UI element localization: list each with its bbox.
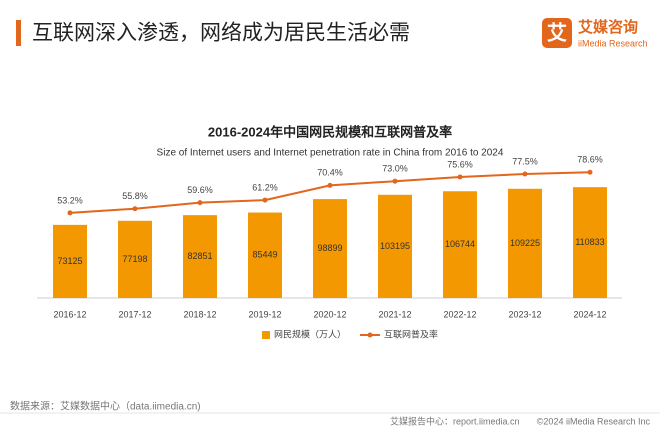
bar bbox=[508, 188, 542, 298]
line-value-label: 55.8% bbox=[122, 191, 148, 201]
logo-icon-bg bbox=[542, 18, 572, 48]
legend-swatch bbox=[262, 331, 270, 339]
line-point bbox=[392, 178, 398, 184]
line-point bbox=[327, 182, 333, 188]
x-tick-label: 2023-12 bbox=[508, 309, 541, 319]
x-tick-label: 2016-12 bbox=[53, 309, 86, 319]
source: 数据来源：艾媒数据中心（data.iimedia.cn) bbox=[10, 400, 201, 413]
line-value-label: 77.5% bbox=[512, 156, 538, 166]
logo-icon: 艾 bbox=[547, 21, 567, 44]
line-value-label: 53.2% bbox=[57, 195, 83, 205]
bar-value-label: 103195 bbox=[380, 241, 410, 251]
line-point bbox=[262, 197, 268, 203]
legend-label: 网民规模（万人） bbox=[274, 329, 346, 339]
legend-swatch-point bbox=[367, 332, 373, 338]
title-accent bbox=[16, 20, 21, 46]
bar bbox=[118, 220, 152, 298]
line-point bbox=[457, 174, 463, 180]
plot: 2016-12 2017-12 2018-12 2019-12 2020-12 2021-… bbox=[53, 155, 607, 339]
bar-value-label: 98899 bbox=[317, 243, 342, 253]
line-value-label: 61.2% bbox=[252, 182, 278, 192]
bar-value-label: 77198 bbox=[122, 254, 147, 264]
footer-report: 艾媒报告中心：report.iimedia.cn bbox=[390, 415, 520, 426]
line-value-label: 75.6% bbox=[447, 159, 473, 169]
line-value-label: 73.0% bbox=[382, 164, 408, 174]
line-value-label: 59.6% bbox=[187, 185, 213, 195]
x-tick-label: 2024-12 bbox=[573, 309, 606, 319]
bar-value-label: 110833 bbox=[575, 237, 604, 247]
bar bbox=[313, 199, 347, 298]
page-title: 互联网深入渗透，网络成为居民生活必需 bbox=[32, 22, 410, 45]
line-point bbox=[67, 210, 73, 216]
bar-value-label: 106744 bbox=[445, 239, 475, 249]
x-tick-label: 2019-12 bbox=[248, 309, 281, 319]
bar bbox=[183, 215, 217, 298]
bar bbox=[378, 194, 412, 298]
x-tick-label: 2021-12 bbox=[378, 309, 411, 319]
logo-sub: iiMedia Research bbox=[578, 38, 648, 48]
x-tick-label: 2020-12 bbox=[313, 309, 346, 319]
bar-value-label: 82851 bbox=[187, 251, 212, 261]
bar-value-label: 73125 bbox=[57, 256, 82, 266]
bar bbox=[573, 187, 607, 298]
line-point bbox=[522, 171, 528, 177]
bar bbox=[443, 191, 477, 298]
line-point bbox=[132, 206, 138, 212]
logo-name: 艾媒咨询 bbox=[578, 18, 638, 36]
chart-title: 2016-2024年中国网民规模和互联网普及率 bbox=[208, 124, 452, 139]
line-value-label: 70.4% bbox=[317, 168, 343, 178]
x-tick-label: 2018-12 bbox=[183, 309, 216, 319]
line-value-label: 78.6% bbox=[577, 155, 603, 165]
bar bbox=[248, 212, 282, 298]
x-tick-label: 2017-12 bbox=[118, 309, 151, 319]
bar-value-label: 109225 bbox=[510, 238, 540, 248]
chart-subtitle: Size of Internet users and Internet pene… bbox=[157, 148, 504, 159]
line-point bbox=[587, 169, 593, 175]
bar bbox=[53, 224, 87, 298]
line-point bbox=[197, 200, 203, 206]
footer-copyright: ©2024 iiMedia Research Inc bbox=[537, 416, 651, 426]
legend-label: 互联网普及率 bbox=[384, 328, 438, 339]
bar-value-label: 85449 bbox=[252, 250, 277, 260]
x-tick-label: 2022-12 bbox=[443, 309, 476, 319]
